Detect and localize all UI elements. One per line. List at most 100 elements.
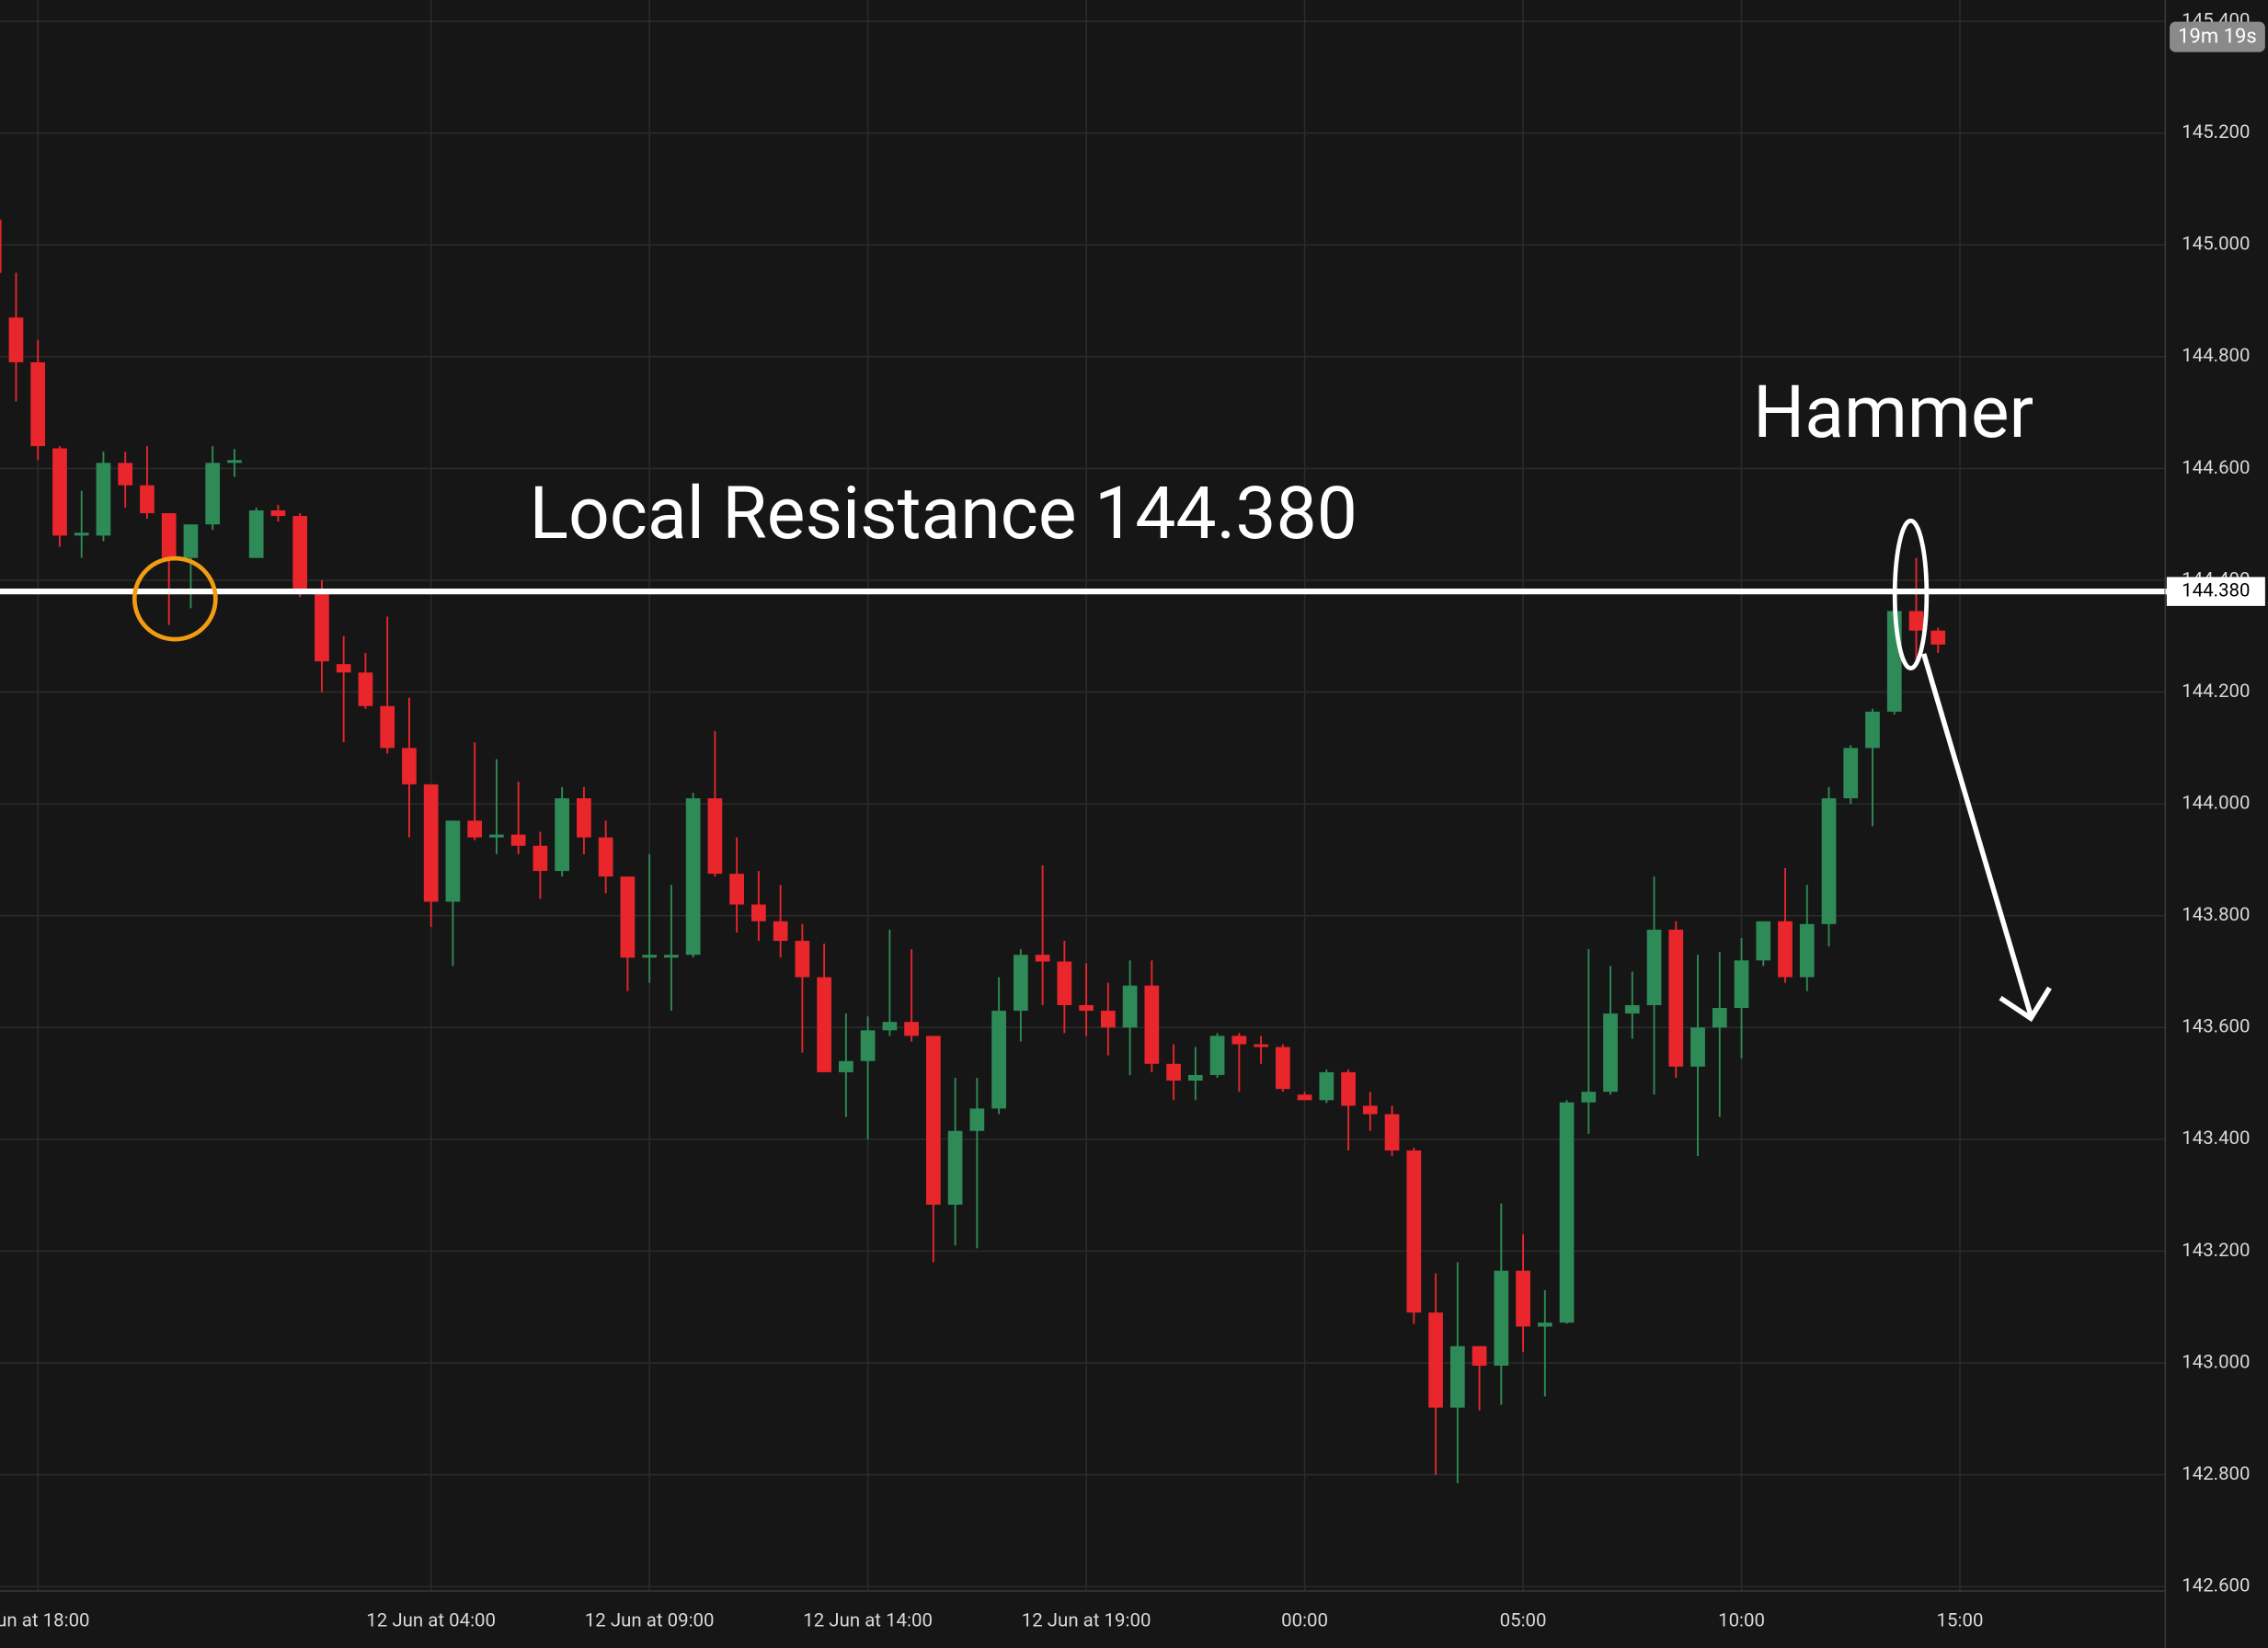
candle-body <box>1624 1004 1640 1014</box>
candle-body <box>1603 1013 1618 1093</box>
candle-body <box>1646 929 1662 1005</box>
countdown-badge <box>2170 21 2265 52</box>
candle-body <box>1384 1114 1400 1151</box>
y-tick-label: 143.800 <box>2182 903 2250 925</box>
x-tick-label: 12 Jun at 09:00 <box>585 1608 715 1631</box>
candle-body <box>248 510 264 558</box>
resistance-annotation: Local Resistance 144.380 <box>530 472 1357 556</box>
candle-body <box>729 874 744 905</box>
candles <box>0 219 2166 1483</box>
candle-body <box>969 1108 985 1131</box>
candle-body <box>1778 921 1793 978</box>
candle-body <box>489 834 504 838</box>
arrow-shaft <box>1921 653 2033 1016</box>
candle-body <box>315 591 329 662</box>
candle-body <box>402 748 417 784</box>
candle-body <box>1013 955 1028 1012</box>
candle-body <box>620 876 636 958</box>
candle-body <box>30 361 46 447</box>
y-tick-label: 144.600 <box>2182 456 2250 478</box>
time-axis: Jun at 18:00 12 Jun at 04:00 12 Jun at 09:… <box>0 1608 1984 1631</box>
candle-body <box>445 820 461 902</box>
candle-body <box>52 448 67 536</box>
candle-body <box>1144 985 1160 1064</box>
candle-body <box>991 1011 1006 1109</box>
candle-body <box>118 463 133 486</box>
x-tick-label: 15:00 <box>1937 1608 1984 1631</box>
candle-body <box>1799 923 1815 978</box>
candle-body <box>1341 1071 1356 1106</box>
candle-body <box>1297 1094 1312 1101</box>
x-tick-label: 12 Jun at 04:00 <box>366 1608 496 1631</box>
candle-body <box>1406 1150 1422 1313</box>
candle-body <box>0 219 2 273</box>
price-axis: 142.600 142.800 143.000 143.200 143.400 143.6… <box>2165 9 2265 1596</box>
candle-body <box>1254 1044 1268 1047</box>
candle-body <box>380 705 395 749</box>
candle-body <box>205 463 221 525</box>
x-tick-label: Jun at 18:00 <box>0 1608 90 1631</box>
candle-body <box>1581 1092 1597 1103</box>
candle-body <box>1449 1345 1465 1408</box>
candle-body <box>183 524 199 558</box>
y-tick-label: 143.200 <box>2182 1239 2250 1261</box>
y-tick-label: 143.600 <box>2182 1015 2250 1037</box>
candle-body <box>1821 798 1837 924</box>
candle-body <box>358 672 373 706</box>
candle-body <box>1275 1047 1290 1090</box>
candle-body <box>510 834 526 846</box>
candle-body <box>1209 1036 1225 1075</box>
candle-body <box>598 837 613 877</box>
y-tick-label: 145.000 <box>2182 233 2250 255</box>
candle-body <box>1079 1004 1094 1012</box>
candle-body <box>1712 1008 1727 1028</box>
candle-body <box>817 977 831 1072</box>
candle-body <box>1231 1036 1247 1045</box>
countdown: 19m 19s <box>2178 26 2257 49</box>
candle-body <box>292 516 308 589</box>
candle-body <box>1908 611 1924 631</box>
candle-body <box>1187 1074 1203 1082</box>
candle-body <box>336 664 351 673</box>
candle-body <box>904 1022 919 1036</box>
candle-body <box>642 955 658 958</box>
candle-body <box>1668 929 1684 1067</box>
candle-body <box>751 904 766 921</box>
y-tick-label: 144.000 <box>2182 792 2250 814</box>
candle-body <box>1690 1027 1705 1067</box>
hammer-annotation: Hammer <box>1753 371 2033 455</box>
candle-body <box>1100 1011 1116 1028</box>
candle-body <box>926 1036 941 1205</box>
arrow-head <box>1999 986 2052 1023</box>
candle-body <box>1362 1105 1378 1115</box>
resistance-label: 144.380 <box>2182 579 2250 601</box>
candle-body <box>1494 1270 1509 1367</box>
candle-body <box>839 1060 853 1072</box>
candle-body <box>1428 1312 1443 1408</box>
x-tick-label: 05:00 <box>1500 1608 1547 1631</box>
candle-body <box>1319 1071 1334 1101</box>
candle-body <box>860 1030 876 1061</box>
x-tick-label: 12 Jun at 14:00 <box>803 1608 933 1631</box>
y-tick-label: 145.200 <box>2182 120 2250 143</box>
candle-body <box>1516 1270 1530 1327</box>
candle-body <box>1122 985 1138 1028</box>
candle-body <box>555 798 570 872</box>
y-tick-label: 144.800 <box>2182 344 2250 366</box>
candle-body <box>161 513 177 558</box>
candle-body <box>1930 630 1946 645</box>
candle-body <box>577 798 591 838</box>
candle-body <box>227 460 242 464</box>
candle-body <box>1035 955 1050 962</box>
candle-body <box>947 1130 963 1205</box>
x-tick-label: 10:00 <box>1718 1608 1765 1631</box>
y-tick-label: 144.200 <box>2182 680 2250 702</box>
candle-body <box>795 941 810 978</box>
candle-body <box>685 798 701 956</box>
x-tick-label: 12 Jun at 19:00 <box>1022 1608 1151 1631</box>
candle-body <box>96 463 111 536</box>
annotations: Local Resistance 144.380 Hammer 19m 19s <box>132 21 2265 1023</box>
